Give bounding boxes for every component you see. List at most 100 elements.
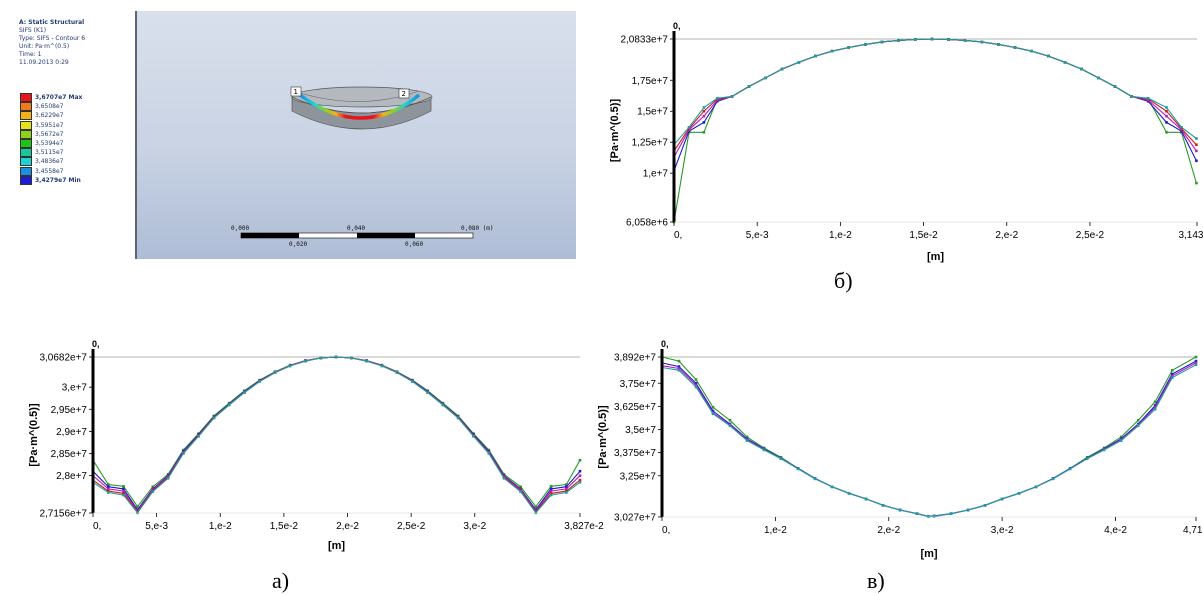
x-tick-label: 5,e-3 — [746, 230, 769, 241]
series-line — [673, 38, 1197, 223]
legend-label: 3,4836e7 — [35, 158, 64, 166]
chart-b: 0, 6,058e+6 1,e+7 1,25e+7 1,5e+7 1,75e+7 2,083… — [606, 16, 1203, 266]
data-point — [288, 364, 292, 368]
y-tick-label: 3,75e+7 — [620, 379, 657, 390]
data-point — [1195, 159, 1198, 163]
model-view[interactable]: 1 2 0,000 0,040 0,080 (m) 0,020 0,060 — [14, 11, 576, 259]
data-point — [565, 491, 568, 494]
data-point — [1194, 355, 1198, 359]
caption-c: в) — [867, 568, 885, 593]
chart-a: 0, 2,7156e+7 2,8e+7 2,85e+7 2,9e+7 2,95e+7 3,e… — [8, 335, 604, 565]
data-point — [565, 485, 568, 488]
probe-1-label: 1 — [294, 88, 298, 96]
data-point — [1146, 96, 1150, 100]
series-line — [673, 38, 1197, 146]
data-point — [1180, 127, 1183, 130]
data-point — [983, 504, 987, 507]
data-point — [502, 473, 506, 476]
data-point — [151, 485, 155, 488]
data-point — [728, 424, 732, 428]
data-point — [764, 76, 767, 80]
data-point — [565, 489, 568, 493]
data-point — [677, 369, 681, 372]
x-tick-label: 2,e-2 — [336, 521, 359, 532]
data-point — [813, 477, 817, 481]
data-point — [122, 489, 125, 493]
legend-swatch — [20, 102, 32, 112]
analysis-title: A: Static Structural — [19, 19, 85, 26]
data-point — [395, 371, 399, 374]
scale-top-label: 0,000 — [231, 225, 249, 232]
y-tick-label: 3,5e+7 — [625, 425, 656, 436]
data-point — [411, 380, 414, 383]
data-point — [578, 474, 582, 477]
x-tick-label: 1,5e-2 — [909, 230, 938, 241]
legend-swatch — [20, 148, 32, 158]
data-point — [949, 512, 953, 515]
data-point — [677, 365, 681, 368]
data-point — [1136, 424, 1140, 428]
data-point — [487, 452, 491, 455]
data-point — [1153, 400, 1157, 404]
data-point — [258, 380, 261, 383]
y-tick-label: 2,7156e+7 — [39, 509, 87, 520]
ansys-viewport[interactable]: A: Static Structural SIFS (K1) Type: SIFS … — [14, 11, 576, 259]
data-point — [1030, 49, 1033, 53]
data-point — [212, 416, 216, 420]
crack-front — [298, 93, 421, 120]
legend-label: 3,6508e7 — [35, 103, 64, 111]
y-tick-label: 1,25e+7 — [632, 138, 669, 149]
data-point — [914, 38, 917, 41]
y-tick-label: 1,5e+7 — [637, 107, 668, 118]
y-tick-label: 2,95e+7 — [51, 405, 88, 416]
data-point — [578, 478, 582, 482]
y-tick-label: 3,375e+7 — [614, 448, 656, 459]
data-point — [1119, 435, 1123, 439]
data-point — [702, 131, 706, 134]
x-tick-label: 1,5e-2 — [270, 521, 299, 532]
data-point — [1165, 131, 1168, 134]
data-point — [151, 490, 155, 493]
data-point — [1047, 54, 1050, 58]
scale-top-label: 0,080 (m) — [461, 225, 494, 232]
series-line — [92, 356, 581, 514]
data-point — [814, 54, 817, 58]
data-point — [1195, 149, 1198, 153]
data-point — [687, 126, 691, 129]
probe-2[interactable]: 2 — [398, 88, 410, 99]
data-point — [1119, 439, 1123, 442]
data-point — [549, 493, 553, 497]
x-axis-label: [m] — [328, 540, 345, 552]
data-point — [182, 452, 185, 455]
probe-1[interactable]: 1 — [290, 86, 302, 97]
legend-swatch — [20, 129, 32, 139]
data-point — [1153, 404, 1157, 407]
data-point — [1068, 467, 1072, 471]
y-tick-label: 6,058e+6 — [626, 218, 668, 229]
data-point — [881, 504, 885, 507]
data-point — [780, 67, 784, 71]
data-point — [830, 49, 834, 53]
data-point — [847, 46, 850, 49]
data-point — [166, 477, 170, 480]
data-point — [1180, 129, 1183, 133]
data-point — [694, 385, 698, 389]
data-point — [864, 43, 867, 46]
data-point — [745, 439, 749, 442]
data-point — [107, 487, 110, 491]
data-point — [1194, 363, 1198, 367]
y-tick-label: 2,85e+7 — [51, 449, 88, 460]
x-tick-label: 5,e-3 — [145, 521, 168, 532]
data-point — [1080, 67, 1083, 71]
series-line — [673, 38, 1197, 171]
data-point — [1195, 181, 1198, 185]
data-point — [441, 403, 445, 407]
x-tick-label: 2,e-2 — [995, 230, 1018, 241]
legend-label: 3,6707e7 Max — [35, 94, 83, 101]
legend-panel: A: Static Structural SIFS (K1) Type: SIFS … — [14, 11, 135, 259]
series-line — [92, 356, 581, 513]
data-point — [927, 515, 930, 518]
data-point — [966, 508, 970, 512]
data-point — [1085, 457, 1089, 460]
data-point — [728, 419, 732, 422]
